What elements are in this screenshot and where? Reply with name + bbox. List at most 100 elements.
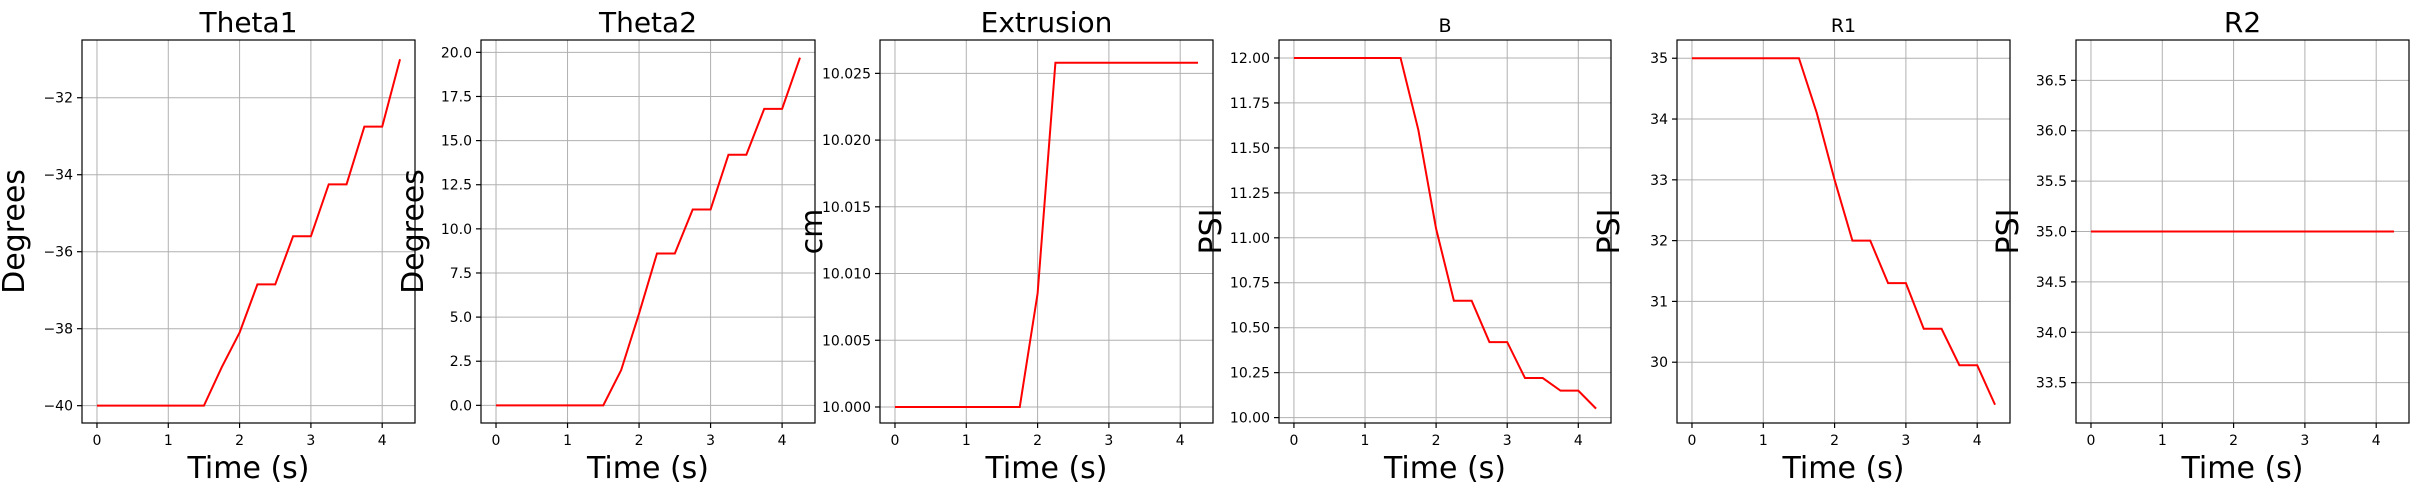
x-tick-label: 4 [1973,433,1982,449]
y-tick-label: 12.00 [1230,51,1270,67]
x-axis-label: Time (s) [586,451,709,486]
x-tick-label: 0 [1289,433,1298,449]
y-tick-label: 34 [1650,112,1668,128]
y-tick-label: 10.25 [1230,366,1270,382]
y-tick-label: −38 [43,322,73,338]
y-tick-label: 10.010 [822,267,871,283]
y-tick-label: 10.00 [1230,411,1270,427]
plot-frame [1676,39,2011,424]
chart-title: Extrusion [981,6,1113,39]
y-tick-label: 10.025 [822,66,871,82]
y-tick-label: 10.0 [441,222,472,238]
y-tick-label: 5.0 [450,310,472,326]
y-tick-label: 36.5 [2036,73,2067,89]
x-tick-label: 4 [378,433,387,449]
x-tick-label: 3 [1503,433,1512,449]
plot-frame [2075,39,2410,424]
y-tick-label: 2.5 [450,354,472,370]
x-tick-label: 1 [1361,433,1370,449]
x-tick-label: 2 [1432,433,1441,449]
x-tick-label: 4 [2372,433,2381,449]
plot-frame [480,39,816,424]
y-tick-label: 11.75 [1230,96,1270,112]
x-tick-label: 4 [778,433,787,449]
x-tick-label: 2 [2229,433,2238,449]
y-axis-label: PSI [1991,209,2026,255]
chart-panel-1: 0 1 2 3 4 −40 −38 −36 −34 −32 Theta1 Time (s) Degree… [0,6,416,486]
chart-title: R1 [1831,15,1856,37]
y-tick-label: −36 [43,245,73,261]
series-line [496,57,801,407]
chart-title: B [1438,15,1451,37]
chart-panel-4: 0 1 2 3 4 10.00 10.25 10.50 10.75 11.00 11.25 11.50… [1194,15,1612,486]
y-tick-label: −32 [43,91,73,107]
x-tick-label: 1 [962,433,971,449]
x-tick-label: 3 [1901,433,1910,449]
x-tick-label: 3 [2300,433,2309,449]
y-tick-label: 11.25 [1230,186,1270,202]
y-tick-label: 35 [1650,51,1668,67]
x-tick-label: 2 [1830,433,1839,449]
chart-panel-2: 0 1 2 3 4 0.0 2.5 5.0 7.5 10.0 12.5 15.0 17.5 20.0 The… [396,6,816,486]
series-line [96,58,401,407]
x-tick-label: 1 [1759,433,1768,449]
y-tick-label: 30 [1650,355,1668,371]
x-tick-label: 3 [306,433,315,449]
x-tick-label: 0 [93,433,102,449]
y-tick-label: 15.0 [441,134,472,150]
y-tick-label: 34.0 [2036,325,2067,341]
y-tick-label: 35.0 [2036,225,2067,241]
y-tick-label: 33.5 [2036,376,2067,392]
y-tick-label: 17.5 [441,89,472,105]
y-tick-label: −40 [43,399,73,415]
y-tick-label: 10.005 [822,333,871,349]
x-tick-label: 1 [563,433,572,449]
y-tick-label: 0.0 [450,398,472,414]
x-axis-label: Time (s) [2181,451,2304,486]
y-tick-label: 32 [1650,234,1668,250]
x-tick-label: 4 [1574,433,1583,449]
y-tick-label: 31 [1650,294,1668,310]
chart-title: Theta1 [198,6,297,39]
x-tick-label: 1 [164,433,173,449]
x-tick-label: 2 [635,433,644,449]
y-tick-label: 11.00 [1230,231,1270,247]
y-tick-label: 7.5 [450,266,472,282]
chart-panel-3: 0 1 2 3 4 10.000 10.005 10.010 10.015 10.020 10.02… [795,6,1214,486]
chart-title: Theta2 [598,6,697,39]
y-tick-label: 10.020 [822,133,871,149]
y-tick-label: 36.0 [2036,124,2067,140]
y-tick-label: −34 [43,168,73,184]
x-axis-label: Time (s) [1782,451,1905,486]
y-axis-label: PSI [1592,209,1627,255]
x-axis-label: Time (s) [1383,451,1506,486]
plot-frame [879,39,1214,424]
x-tick-label: 2 [1033,433,1042,449]
chart-title: R2 [2224,6,2261,39]
y-axis-label: Degrees [396,169,431,294]
series-line [1691,57,1996,406]
y-axis-label: cm [795,209,830,255]
y-tick-label: 10.75 [1230,276,1270,292]
x-tick-label: 2 [235,433,244,449]
y-tick-label: 11.50 [1230,141,1270,157]
plot-frame [81,39,416,424]
y-tick-label: 35.5 [2036,174,2067,190]
x-tick-label: 0 [492,433,501,449]
y-axis-label: PSI [1194,209,1229,255]
x-tick-label: 0 [2087,433,2096,449]
y-tick-label: 34.5 [2036,275,2067,291]
chart-panel-6: 0 1 2 3 4 33.5 34.0 34.5 35.0 35.5 36.0 36.5 R2 Time … [1991,6,2410,486]
y-tick-label: 10.50 [1230,321,1270,337]
series-line [894,61,1199,408]
x-tick-label: 0 [891,433,900,449]
y-tick-label: 10.000 [822,400,871,416]
y-tick-label: 20.0 [441,45,472,61]
x-tick-label: 3 [1104,433,1113,449]
x-tick-label: 3 [706,433,715,449]
x-axis-label: Time (s) [985,451,1108,486]
y-axis-label: Degrees [0,169,32,294]
y-tick-label: 10.015 [822,200,871,216]
